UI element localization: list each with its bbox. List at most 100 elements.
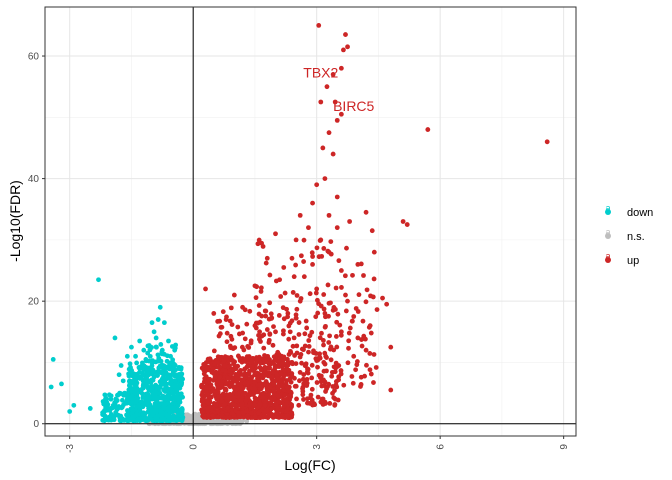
- data-point: [252, 323, 258, 329]
- data-point: [292, 383, 298, 389]
- data-point: [267, 331, 273, 337]
- data-point: [236, 391, 242, 396]
- data-point: [204, 365, 210, 371]
- data-point: [321, 246, 327, 251]
- data-point: [146, 343, 152, 348]
- data-point: [328, 357, 334, 363]
- data-point: [338, 65, 344, 71]
- legend-key-glyph: a: [605, 203, 610, 213]
- axis-ticks: 0 20 40 60 -3 0 3 6 9: [28, 52, 570, 453]
- data-point: [351, 353, 357, 359]
- data-point: [157, 384, 163, 390]
- data-point: [273, 329, 278, 335]
- data-point: [158, 369, 164, 375]
- data-point: [162, 366, 167, 372]
- data-point: [316, 372, 322, 378]
- data-point: [306, 225, 311, 231]
- data-point: [116, 405, 122, 411]
- data-point: [425, 127, 431, 132]
- data-point: [331, 395, 337, 401]
- data-point: [165, 393, 171, 399]
- data-point: [137, 338, 143, 344]
- data-point: [48, 384, 54, 390]
- data-point: [177, 399, 183, 405]
- data-point: [330, 151, 336, 157]
- data-point: [108, 417, 114, 423]
- data-point: [199, 365, 205, 371]
- data-point: [338, 268, 344, 273]
- data-point: [87, 406, 93, 411]
- data-point: [155, 414, 160, 420]
- data-point: [284, 400, 290, 405]
- data-point: [71, 402, 77, 408]
- data-point: [236, 412, 242, 418]
- data-point: [140, 404, 146, 410]
- data-point: [67, 409, 73, 414]
- data-point: [371, 249, 377, 255]
- data-point: [297, 370, 303, 375]
- data-point: [150, 395, 156, 401]
- data-point: [267, 365, 273, 371]
- data-point: [137, 376, 143, 381]
- data-point: [268, 311, 274, 317]
- data-point: [203, 286, 208, 292]
- data-point: [249, 358, 255, 364]
- x-tick-label: 3: [312, 444, 323, 450]
- data-point: [131, 413, 137, 419]
- legend-item-ns: a n.s.: [605, 227, 645, 243]
- data-point: [158, 342, 164, 347]
- data-point: [118, 363, 124, 368]
- data-point: [244, 418, 250, 424]
- data-point: [166, 386, 171, 392]
- data-point: [120, 397, 125, 403]
- data-point: [240, 330, 246, 336]
- data-point: [358, 382, 364, 387]
- panel-border: [44, 6, 577, 437]
- data-point: [388, 344, 394, 350]
- data-point: [290, 361, 296, 367]
- data-point: [314, 286, 320, 292]
- data-point: [362, 336, 368, 342]
- data-point: [313, 314, 319, 320]
- series-down: [48, 277, 186, 424]
- data-point: [278, 370, 284, 376]
- data-point: [145, 350, 151, 356]
- data-point: [316, 254, 322, 260]
- data-point: [133, 353, 138, 359]
- data-point: [309, 397, 315, 403]
- data-point: [315, 394, 321, 400]
- data-point: [206, 412, 211, 418]
- data-point: [307, 291, 313, 297]
- data-point: [296, 332, 302, 337]
- data-point: [374, 307, 380, 312]
- data-point: [267, 384, 273, 390]
- data-point: [157, 304, 163, 310]
- data-point: [327, 346, 333, 352]
- data-point: [334, 384, 340, 390]
- data-point: [224, 330, 230, 336]
- data-point: [245, 343, 251, 349]
- data-point: [338, 111, 344, 117]
- data-point: [281, 265, 287, 270]
- data-point: [229, 322, 235, 327]
- data-point: [364, 287, 370, 293]
- data-point: [211, 348, 217, 354]
- data-point: [346, 330, 352, 336]
- data-point: [264, 255, 270, 261]
- data-point: [294, 293, 300, 298]
- data-point: [362, 373, 368, 379]
- data-point: [271, 324, 276, 330]
- data-point: [286, 336, 292, 342]
- data-point: [363, 209, 369, 215]
- data-point: [125, 413, 131, 418]
- data-point: [299, 346, 305, 352]
- data-point: [143, 371, 149, 377]
- data-point: [380, 295, 385, 301]
- data-point: [112, 335, 118, 341]
- data-point: [359, 337, 364, 342]
- data-point: [141, 417, 147, 422]
- data-point: [322, 311, 328, 316]
- data-point: [326, 212, 332, 218]
- data-point: [321, 368, 327, 374]
- data-point: [224, 339, 230, 345]
